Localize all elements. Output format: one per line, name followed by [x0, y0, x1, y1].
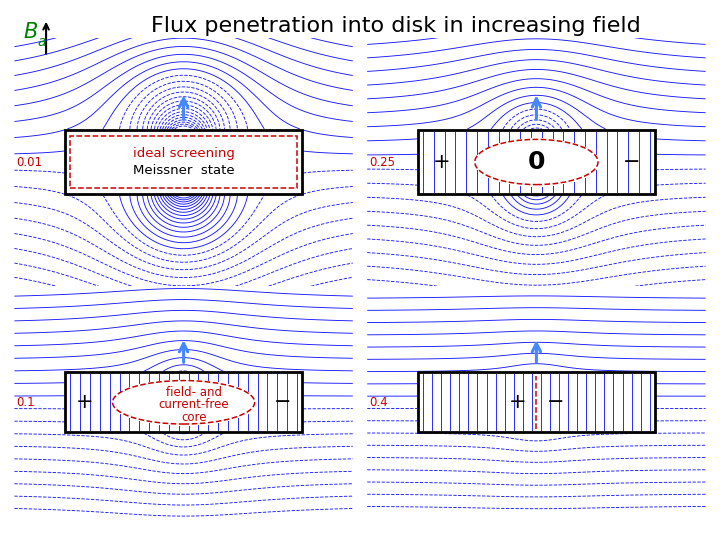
Text: +: + — [76, 392, 93, 413]
Bar — [71, 136, 297, 188]
Text: 0.01: 0.01 — [17, 156, 42, 168]
Text: ideal screening: ideal screening — [132, 146, 235, 159]
Text: 0.1: 0.1 — [17, 396, 35, 409]
Bar — [418, 372, 655, 433]
Text: Meissner  state: Meissner state — [132, 165, 235, 178]
Bar — [418, 130, 655, 194]
Text: a: a — [37, 35, 46, 49]
Text: +: + — [433, 152, 450, 172]
Bar — [66, 130, 302, 194]
Text: Flux penetration into disk in increasing field: Flux penetration into disk in increasing… — [151, 16, 641, 36]
Text: core: core — [181, 410, 207, 424]
Text: 0.4: 0.4 — [369, 396, 388, 409]
Text: B: B — [23, 22, 37, 42]
Text: −: − — [274, 392, 292, 413]
Text: −: − — [546, 392, 564, 413]
Text: current-free: current-free — [159, 398, 230, 411]
Text: −: − — [623, 152, 640, 172]
Text: 0: 0 — [528, 150, 545, 174]
Text: field- and: field- and — [166, 386, 222, 399]
Text: +: + — [508, 392, 526, 413]
Bar — [66, 372, 302, 433]
Text: 0.25: 0.25 — [369, 156, 395, 168]
